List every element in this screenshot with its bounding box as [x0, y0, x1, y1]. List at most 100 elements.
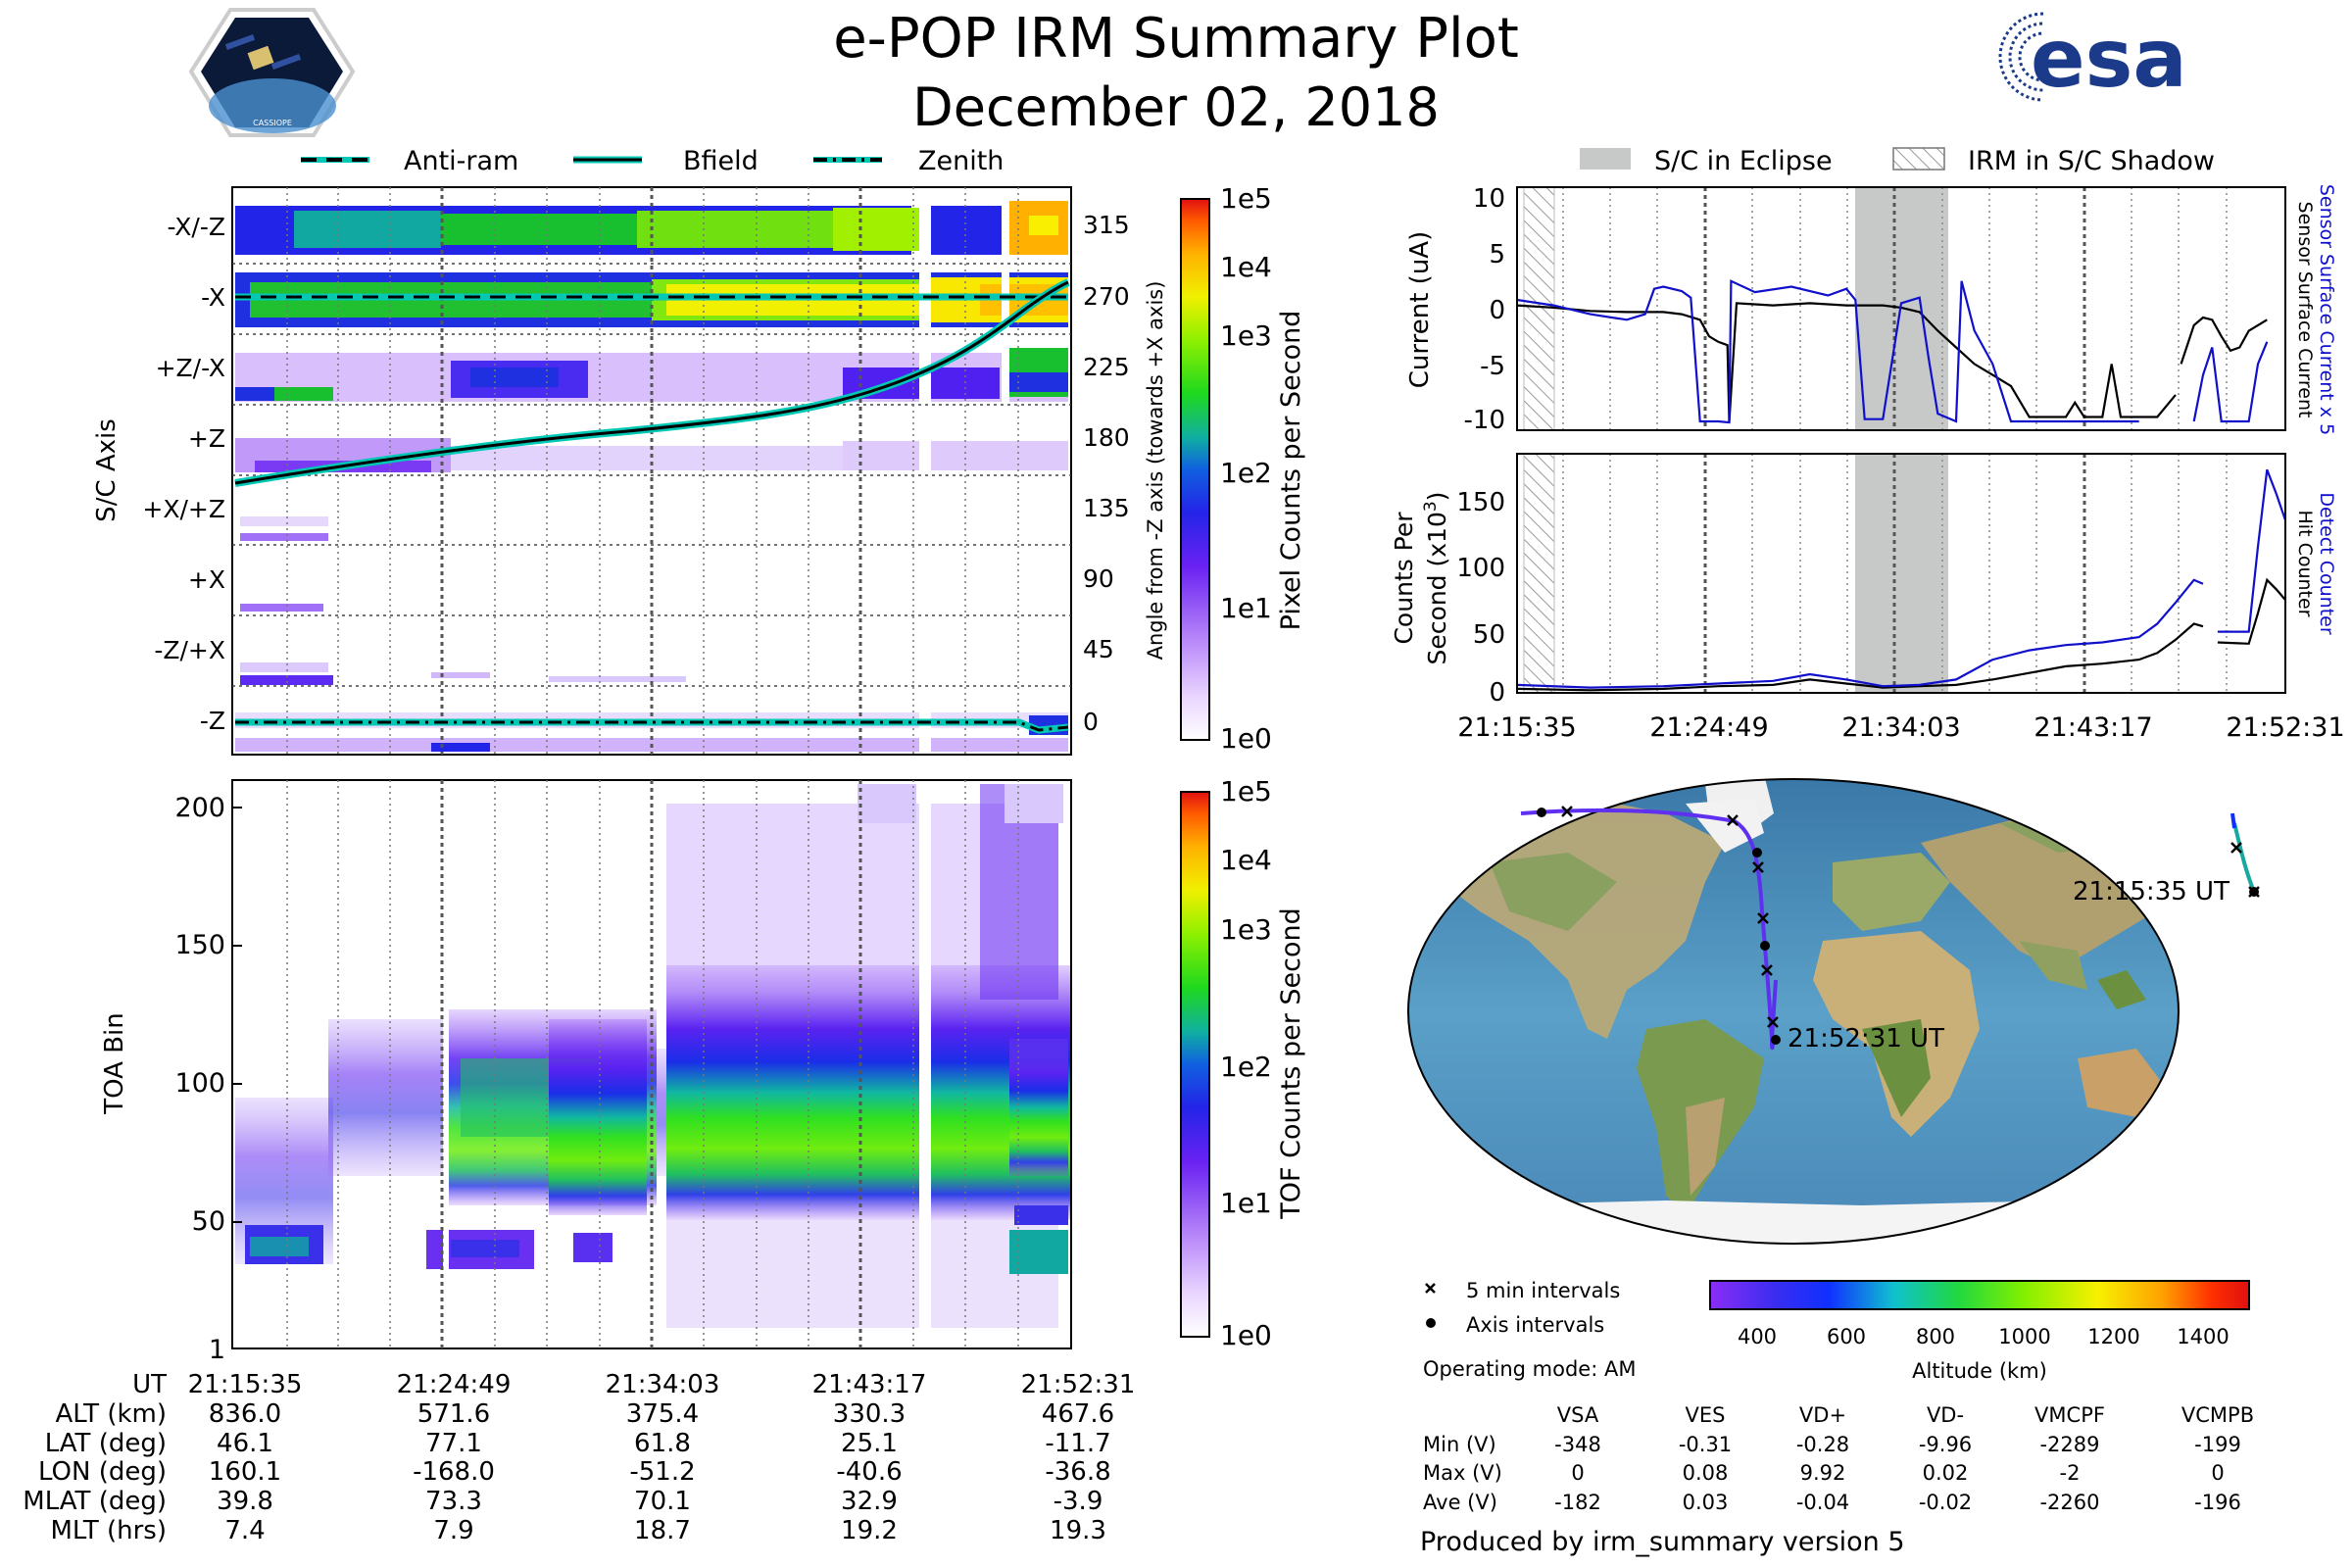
- voltage-cell: -182: [1554, 1491, 1601, 1514]
- alt-tick-600: 600: [1827, 1325, 1866, 1348]
- voltage-header: VMCPF: [2034, 1403, 2105, 1427]
- tof-colorbar-ticks: 1e5 1e4 1e3 1e2 1e1 1e0: [1220, 775, 1272, 1351]
- ephemeris-cell: 21:15:35: [188, 1370, 303, 1399]
- ephemeris-row-label: UT: [132, 1370, 167, 1399]
- ephemeris-row-label: MLAT (deg): [23, 1487, 167, 1516]
- ephemeris-cell: 571.6: [417, 1399, 490, 1429]
- current-panel: [1516, 186, 2286, 431]
- axis-label-mxmz: -X/-Z: [168, 213, 225, 241]
- current-right-label-blue: Sensor Surface Current x 5: [2316, 184, 2337, 435]
- ephemeris-cell: -3.9: [1054, 1487, 1103, 1516]
- ephemeris-cell: 25.1: [841, 1429, 898, 1458]
- ephemeris-row-label: LAT (deg): [45, 1429, 167, 1458]
- series-line-detect-counter: [1516, 468, 2287, 689]
- alt-tick-400: 400: [1738, 1325, 1777, 1348]
- tof-colorbar: [1180, 791, 1210, 1338]
- angle-tick-135: 135: [1083, 494, 1130, 522]
- voltage-cell: -196: [2194, 1491, 2241, 1514]
- angle-tick-45: 45: [1083, 635, 1114, 663]
- cnt-tick-150: 150: [1456, 488, 1505, 517]
- pixel-cb-tick-1e1: 1e1: [1220, 592, 1272, 624]
- voltage-cell: 0.03: [1683, 1491, 1729, 1514]
- ephemeris-cell: -36.8: [1045, 1457, 1110, 1487]
- current-right-label-black: Sensor Surface Current: [2294, 202, 2316, 418]
- ephemeris-row-label: ALT (km): [55, 1399, 167, 1429]
- cur-tick-10: 10: [1473, 184, 1505, 214]
- counts-ylabel-1: Counts Per: [1390, 512, 1418, 645]
- sc-axis-ylabel: S/C Axis: [92, 418, 122, 522]
- voltage-cell: 9.92: [1800, 1461, 1846, 1485]
- ephemeris-cell: 18.7: [634, 1516, 691, 1545]
- tof-cb-tick-1e0: 1e0: [1220, 1319, 1272, 1351]
- ephemeris-cell: 32.9: [841, 1487, 898, 1516]
- toa-tick-marks: [232, 807, 242, 1223]
- angle-tick-180: 180: [1083, 423, 1130, 452]
- ephemeris-cell: -168.0: [413, 1457, 495, 1487]
- voltage-cell: -348: [1554, 1433, 1601, 1456]
- voltage-cell: -0.04: [1796, 1491, 1849, 1514]
- pixel-colorbar-ticks: 1e5 1e4 1e3 1e2 1e1 1e0: [1220, 182, 1272, 755]
- axis-label-mx: -X: [201, 283, 225, 312]
- cur-tick-m10: -10: [1464, 406, 1505, 435]
- axis-label-mzpx: -Z/+X: [154, 636, 225, 664]
- voltage-row-label: Max (V): [1423, 1461, 1502, 1485]
- map-legend: 5 min intervals Axis intervals Operating…: [1423, 1279, 1636, 1381]
- legend-axis-intervals: Axis intervals: [1466, 1313, 1604, 1337]
- alt-tick-800: 800: [1916, 1325, 1955, 1348]
- orbit-map: 21:15:35 UT 21:52:31 UT: [1407, 778, 2260, 1245]
- altitude-ticks: 400 600 800 1000 1200 1400: [1738, 1325, 2230, 1348]
- cnt-tick-50: 50: [1473, 620, 1505, 650]
- voltage-header: VD-: [1927, 1403, 1964, 1427]
- sc-axis-time-grid: [286, 187, 1019, 755]
- counts-ylabel-2: Second (x103): [1421, 492, 1451, 665]
- ephemeris-cell: -11.7: [1045, 1429, 1110, 1458]
- ephemeris-cell: -40.6: [836, 1457, 902, 1487]
- legend-eclipse: S/C in Eclipse: [1654, 146, 1833, 176]
- toa-tick-1: 1: [209, 1335, 225, 1365]
- ephemeris-cell: 330.3: [833, 1399, 906, 1429]
- pixel-colorbar-label: Pixel Counts per Second: [1276, 311, 1306, 631]
- ephemeris-cell: 467.6: [1042, 1399, 1114, 1429]
- angle-lines: [234, 278, 1070, 734]
- footer-version: Produced by irm_summary version 5: [1420, 1527, 1905, 1557]
- axis-label-pxpz: +X/+Z: [142, 495, 225, 523]
- altitude-label: Altitude (km): [1912, 1359, 2047, 1383]
- right-xtick: 21:43:17: [2034, 712, 2152, 743]
- voltage-cell: 0.02: [1923, 1461, 1969, 1485]
- ephemeris-cell: -51.2: [629, 1457, 695, 1487]
- voltage-cell: -2: [2060, 1461, 2081, 1485]
- tof-cb-tick-1e5: 1e5: [1220, 775, 1272, 808]
- sc-axis-grid: [232, 263, 1071, 687]
- alt-tick-1400: 1400: [2177, 1325, 2229, 1348]
- tof-cb-tick-1e2: 1e2: [1220, 1051, 1272, 1083]
- voltage-cell: -0.02: [1919, 1491, 1972, 1514]
- ephemeris-cell: 19.2: [841, 1516, 898, 1545]
- cur-tick-m5: -5: [1480, 352, 1505, 381]
- voltage-cell: -2260: [2039, 1491, 2099, 1514]
- legend-shadow: IRM in S/C Shadow: [1968, 146, 2215, 176]
- angle-tick-270: 270: [1083, 282, 1130, 311]
- pixel-cb-tick-1e5: 1e5: [1220, 182, 1272, 215]
- ephemeris-row-label: MLT (hrs): [51, 1516, 168, 1545]
- ephemeris-cell: 836.0: [209, 1399, 281, 1429]
- axis-label-pzmx: +Z/-X: [156, 354, 225, 382]
- alt-tick-1000: 1000: [1998, 1325, 2050, 1348]
- esa-logo: esa: [1998, 12, 2187, 106]
- pixel-cb-tick-1e0: 1e0: [1220, 722, 1272, 755]
- sc-axis-ticklabels: -X/-Z -X +Z/-X +Z +X/+Z +X -Z/+X -Z: [142, 213, 225, 735]
- ephemeris-cell: 77.1: [425, 1429, 482, 1458]
- cassiope-logo: CASSIOPE: [188, 8, 356, 137]
- legend-bfield: Bfield: [683, 146, 759, 176]
- pixel-cb-tick-1e4: 1e4: [1220, 251, 1272, 283]
- ephemeris-cell: 21:52:31: [1021, 1370, 1136, 1399]
- right-xtick: 21:24:49: [1649, 712, 1768, 743]
- pixel-cb-tick-1e2: 1e2: [1220, 457, 1272, 489]
- ephemeris-cell: 73.3: [425, 1487, 482, 1516]
- tof-cb-tick-1e4: 1e4: [1220, 844, 1272, 876]
- toa-tick-150: 150: [174, 930, 225, 960]
- voltage-cell: -0.28: [1796, 1433, 1849, 1456]
- series-line-hit-counter: [1516, 577, 2286, 692]
- pixel-cb-tick-1e3: 1e3: [1220, 319, 1272, 352]
- voltage-header: VCMPB: [2181, 1403, 2254, 1427]
